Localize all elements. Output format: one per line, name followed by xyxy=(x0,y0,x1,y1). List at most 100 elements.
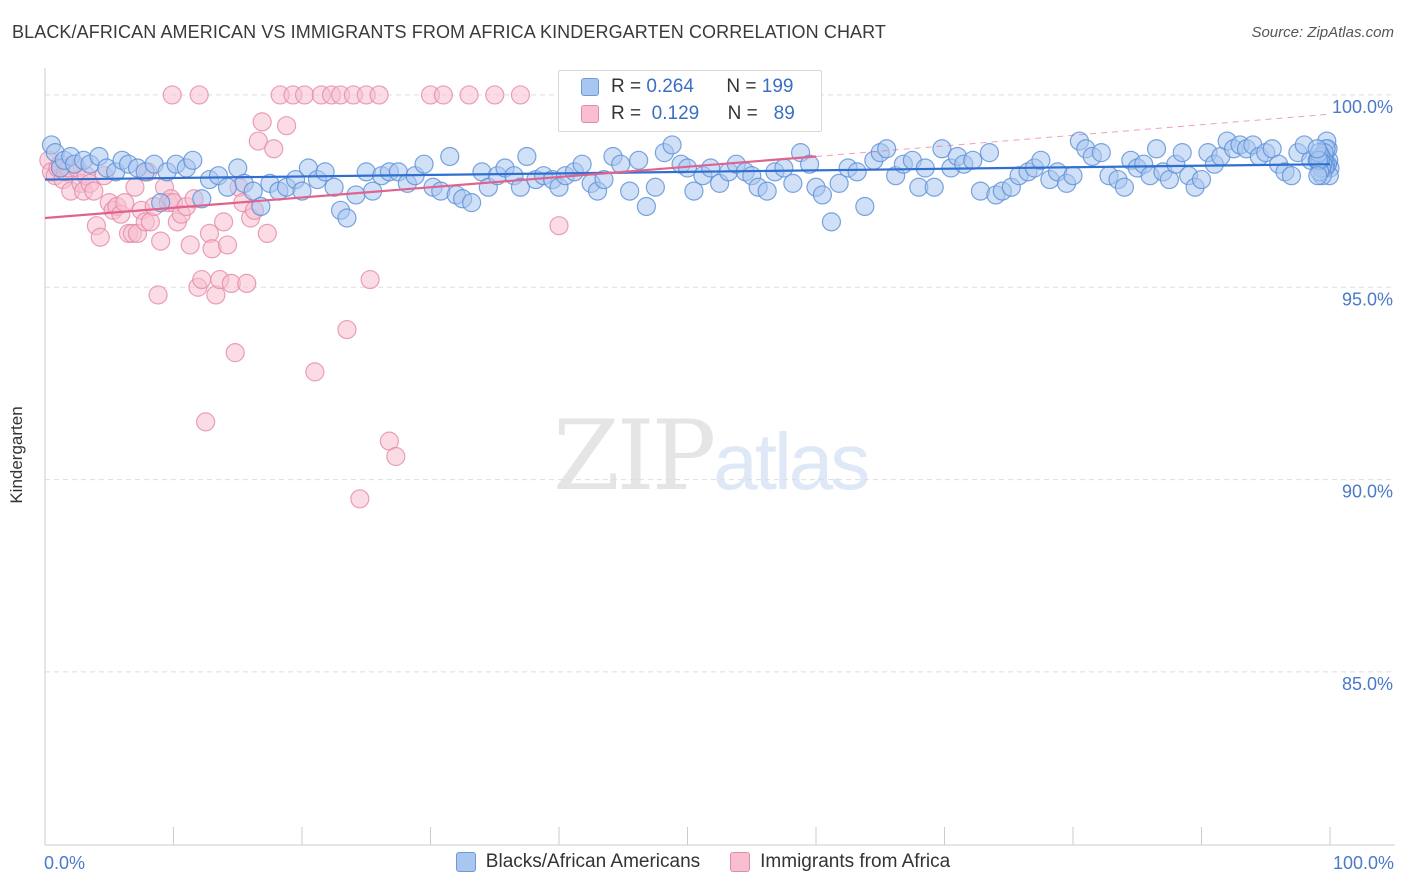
immigrants-point xyxy=(485,85,505,105)
immigrants-point xyxy=(84,181,104,201)
series-legend: Blacks/African Americans Immigrants from… xyxy=(0,851,1406,873)
blacks-point xyxy=(243,181,263,201)
immigrants-point xyxy=(257,223,277,244)
legend-item-blacks[interactable]: Blacks/African Americans xyxy=(455,851,701,873)
blacks-point xyxy=(1281,166,1302,186)
blacks-point xyxy=(821,212,842,232)
blacks-point xyxy=(1063,166,1083,186)
blacks-point xyxy=(963,150,983,170)
immigrants-point xyxy=(196,412,216,432)
source-label: Source: ZipAtlas.com xyxy=(1251,24,1394,41)
y-tick-label: 100.0% xyxy=(1332,97,1393,117)
blacks-point xyxy=(783,173,803,193)
n-value-blacks: 199 xyxy=(761,76,794,97)
blacks-point xyxy=(510,177,531,197)
immigrants-point xyxy=(350,489,370,509)
immigrants-point xyxy=(90,227,110,247)
immigrants-point xyxy=(433,85,453,105)
immigrants-point xyxy=(459,85,479,105)
immigrants-point xyxy=(294,85,315,105)
blacks-point xyxy=(812,185,833,205)
immigrants-point xyxy=(148,285,168,305)
blacks-point xyxy=(324,177,344,197)
y-tick-label: 85.0% xyxy=(1342,674,1393,694)
immigrants-point xyxy=(337,319,357,340)
immigrants-point xyxy=(305,362,325,382)
immigrants-point xyxy=(386,446,406,467)
immigrants-point xyxy=(276,116,297,136)
chart-title: BLACK/AFRICAN AMERICAN VS IMMIGRANTS FRO… xyxy=(12,22,887,42)
x-tick-label-min: 0.0% xyxy=(44,853,86,873)
blacks-point xyxy=(662,135,682,155)
blacks-trend-line xyxy=(44,163,1331,181)
blacks-point xyxy=(829,173,849,193)
zipatlas-watermark: ZIPatlas xyxy=(553,400,870,512)
immigrants-point xyxy=(264,139,284,159)
blacks-point xyxy=(292,181,312,201)
immigrants-point xyxy=(549,216,569,236)
blacks-point xyxy=(594,169,614,190)
blacks-point xyxy=(346,185,366,205)
immigrants-point xyxy=(248,131,268,151)
immigrants-point xyxy=(237,273,257,294)
watermark-atlas: atlas xyxy=(713,417,870,506)
blacks-point xyxy=(183,150,203,170)
blacks-point xyxy=(337,208,357,228)
blue-swatch-icon xyxy=(581,78,599,96)
pink-swatch-icon xyxy=(730,852,751,872)
immigrants-point xyxy=(510,85,531,105)
blacks-point xyxy=(440,146,460,167)
blacks-point xyxy=(799,154,820,174)
blacks-point xyxy=(1191,169,1212,190)
blacks-point xyxy=(629,150,649,170)
legend-row-immigrants: R = 0.129 N = 89 xyxy=(581,101,795,127)
legend-label-blacks: Blacks/African Americans xyxy=(485,851,701,872)
legend-label-immigrants: Immigrants from Africa xyxy=(760,851,951,872)
legend-row-blacks: R = 0.264 N = 199 xyxy=(581,74,793,100)
y-tick-label: 95.0% xyxy=(1342,289,1393,309)
legend-item-immigrants[interactable]: Immigrants from Africa xyxy=(730,851,950,873)
blacks-point xyxy=(636,196,656,217)
blacks-point xyxy=(855,196,875,217)
n-label: N = xyxy=(727,103,758,124)
blacks-point xyxy=(645,177,665,197)
blue-swatch-icon xyxy=(455,852,476,872)
blacks-point xyxy=(924,177,944,197)
immigrants-trend-extension xyxy=(815,113,1331,157)
blacks-point xyxy=(684,181,704,201)
immigrants-point xyxy=(115,193,135,213)
blacks-point xyxy=(1146,139,1167,159)
immigrants-point xyxy=(151,231,171,251)
immigrants-point xyxy=(180,235,200,255)
immigrants-point xyxy=(214,212,234,232)
blacks-point xyxy=(1308,166,1328,186)
immigrants-point xyxy=(360,269,380,290)
n-label: N = xyxy=(726,76,757,97)
blacks-point xyxy=(877,139,897,159)
blacks-point xyxy=(1114,177,1135,197)
n-value-immigrants: 89 xyxy=(773,103,795,124)
immigrants-point xyxy=(125,177,145,197)
blacks-point xyxy=(1031,150,1051,170)
blacks-point xyxy=(979,143,1000,163)
r-label: R = xyxy=(611,103,642,124)
blacks-point xyxy=(932,139,952,159)
blacks-point xyxy=(1172,143,1192,163)
x-tick-label-max: 100.0% xyxy=(1332,853,1394,873)
r-value-immigrants: 0.129 xyxy=(651,103,700,124)
blacks-point xyxy=(572,154,592,174)
blacks-point xyxy=(847,162,867,182)
blacks-point xyxy=(757,181,777,201)
blacks-point xyxy=(151,193,171,213)
immigrants-point xyxy=(252,112,272,132)
y-tick-label: 90.0% xyxy=(1342,482,1393,502)
r-value-blacks: 0.264 xyxy=(646,76,694,97)
immigrants-point xyxy=(217,235,238,255)
blacks-point xyxy=(217,177,238,197)
immigrants-point xyxy=(192,269,212,290)
watermark-zip: ZIP xyxy=(553,400,716,512)
blacks-point xyxy=(462,193,482,213)
immigrants-point xyxy=(225,343,245,363)
immigrants-point xyxy=(369,85,389,105)
